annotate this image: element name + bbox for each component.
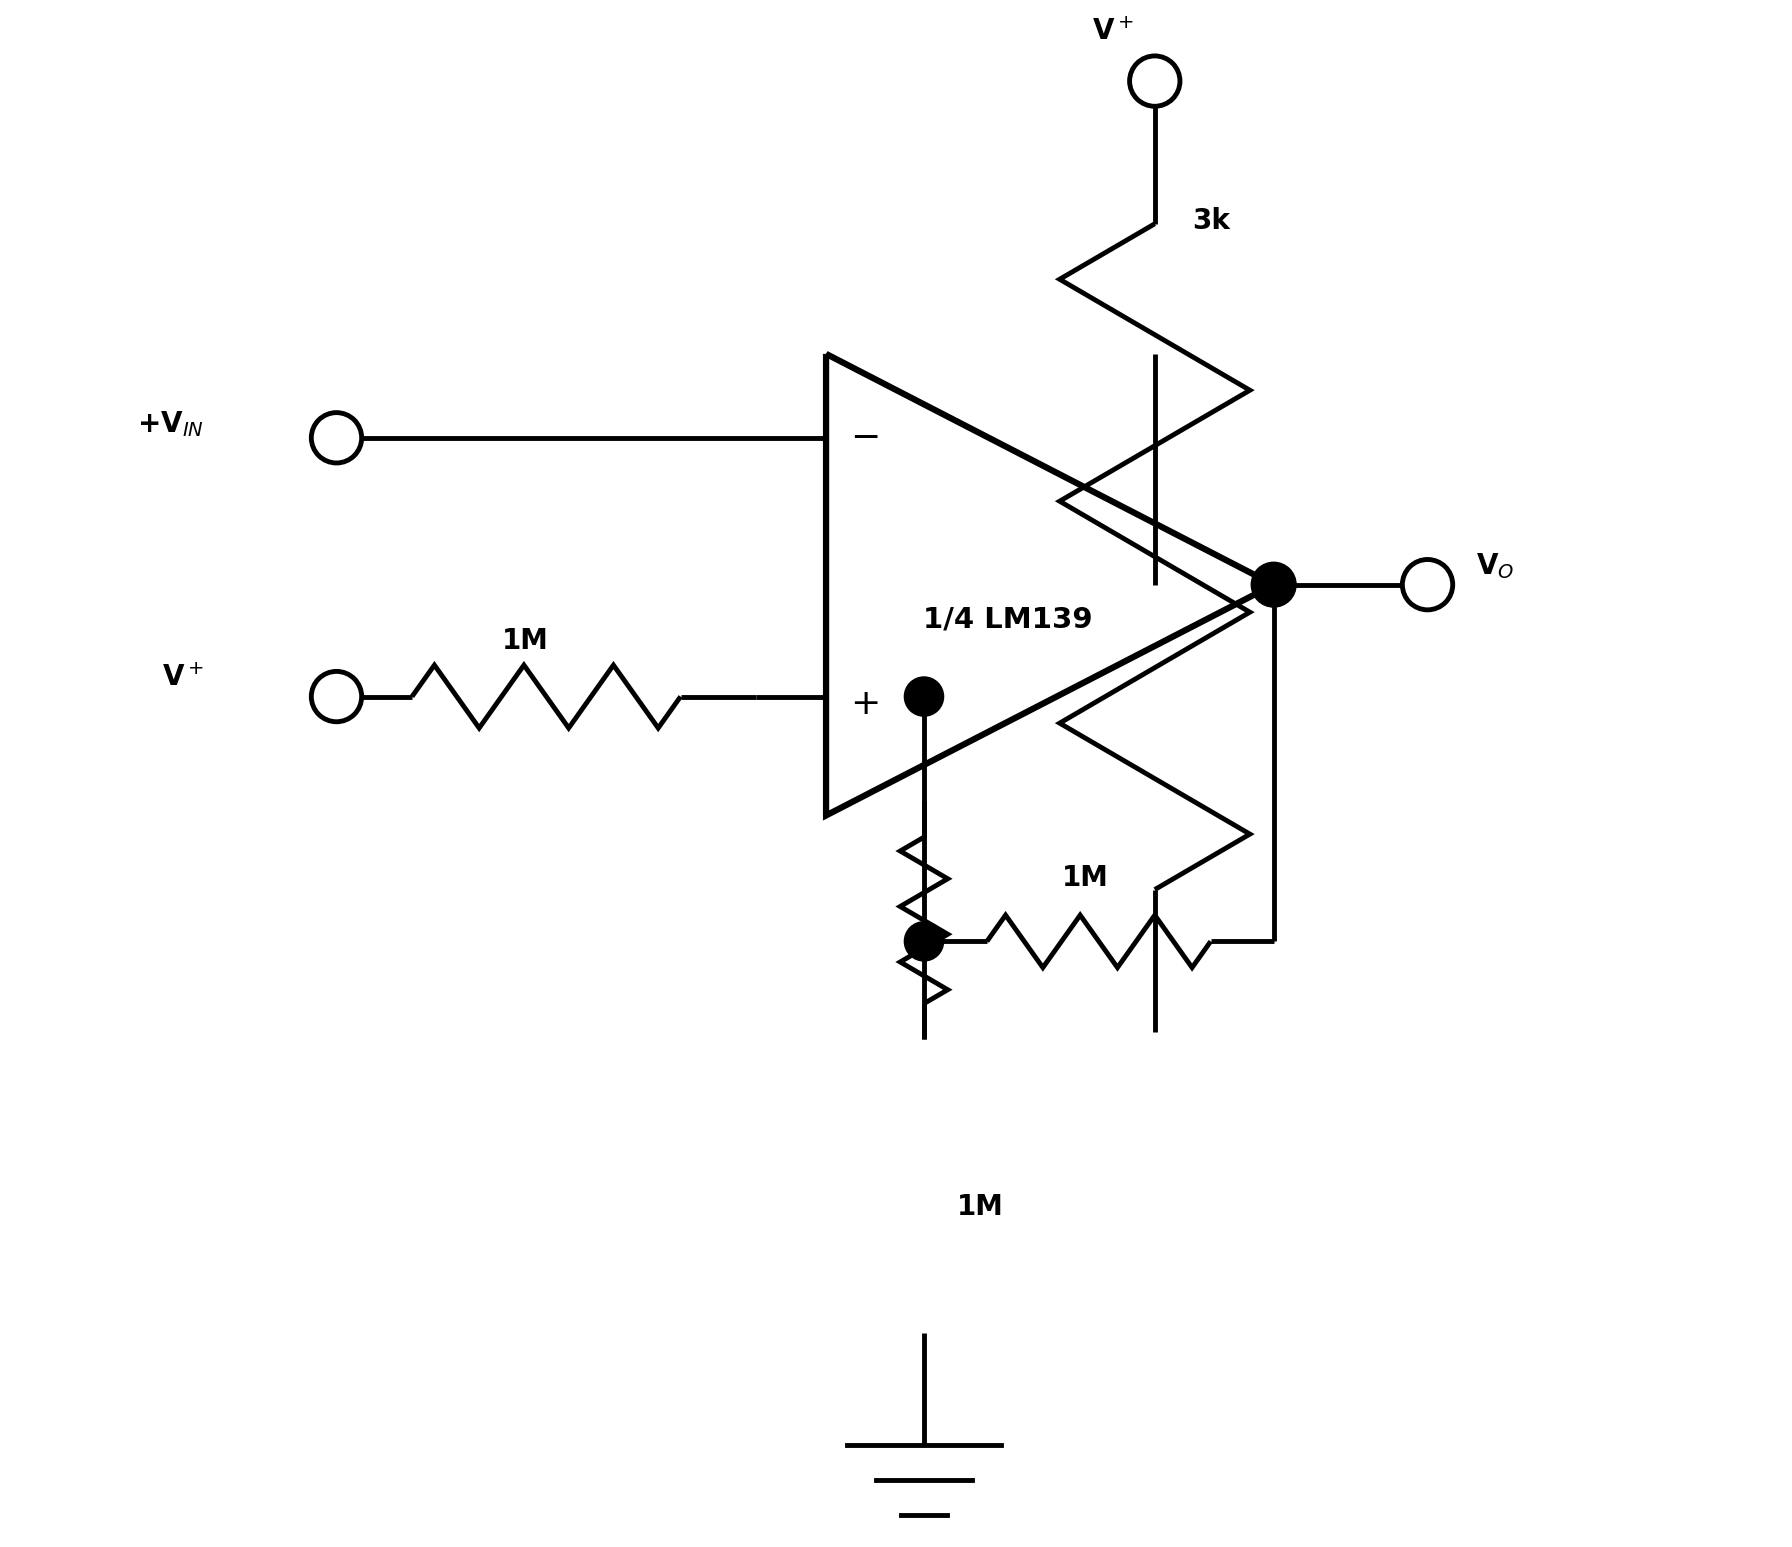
Text: 1M: 1M [502,627,548,654]
Circle shape [1129,56,1179,107]
Text: +V$_{IN}$: +V$_{IN}$ [136,408,204,439]
Circle shape [1251,562,1296,606]
Circle shape [905,678,944,716]
Circle shape [905,922,944,961]
Text: 1M: 1M [1061,865,1107,893]
Text: V$_O$: V$_O$ [1477,552,1514,582]
Text: −: − [849,421,880,455]
Text: 1M: 1M [957,1193,1004,1221]
Text: 1/4 LM139: 1/4 LM139 [923,605,1093,634]
Circle shape [312,413,362,463]
Text: +: + [849,687,880,721]
Text: V$^+$: V$^+$ [1091,19,1134,46]
Text: 3k: 3k [1192,207,1229,235]
Text: V$^+$: V$^+$ [161,664,204,693]
Circle shape [312,671,362,722]
Circle shape [1403,560,1453,610]
